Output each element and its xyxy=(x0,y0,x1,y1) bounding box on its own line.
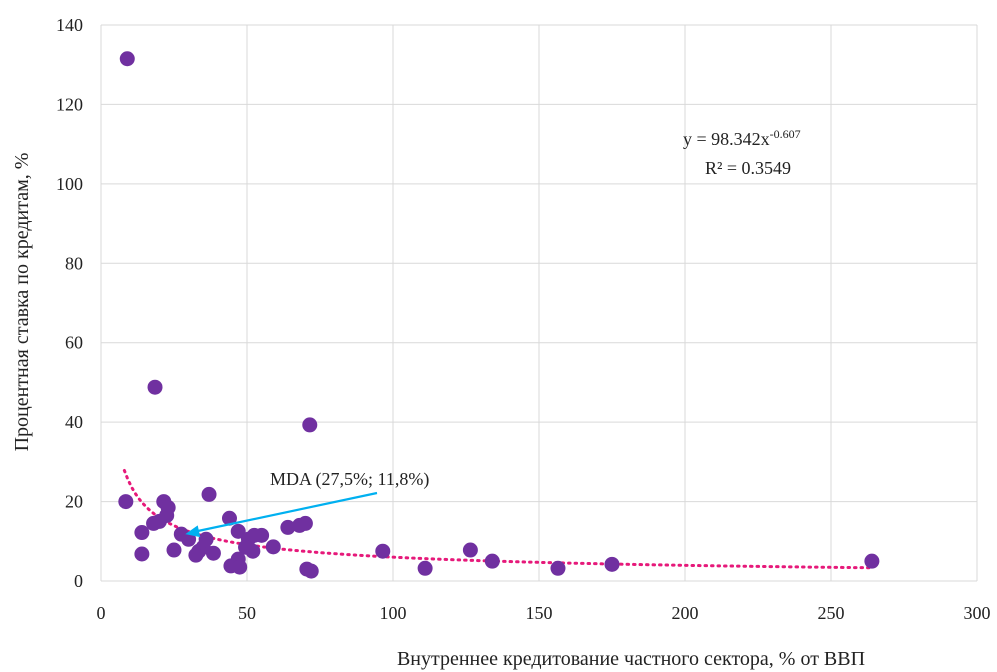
data-point xyxy=(302,417,318,433)
y-tick-label: 120 xyxy=(56,94,83,114)
data-point xyxy=(221,510,237,526)
x-axis-title: Внутреннее кредитование частного сектора… xyxy=(397,648,865,670)
data-point xyxy=(417,560,433,576)
data-point xyxy=(205,545,221,561)
y-tick-label: 0 xyxy=(74,571,83,591)
data-point xyxy=(119,51,135,67)
x-tick-label: 250 xyxy=(818,603,845,623)
data-point xyxy=(462,542,478,558)
y-tick-label: 100 xyxy=(56,174,83,194)
x-tick-label: 300 xyxy=(964,603,991,623)
trend-r-squared: R² = 0.3549 xyxy=(705,158,791,178)
y-axis-ticks: 0 20 40 60 80 100 120 140 xyxy=(56,15,83,591)
data-point xyxy=(864,553,880,569)
x-tick-label: 50 xyxy=(238,603,256,623)
x-tick-label: 0 xyxy=(97,603,106,623)
data-point xyxy=(297,515,313,531)
data-point xyxy=(375,543,391,559)
trend-equation-exponent: -0.607 xyxy=(770,127,801,141)
y-tick-label: 60 xyxy=(65,333,83,353)
data-point xyxy=(232,559,248,575)
x-tick-label: 150 xyxy=(526,603,553,623)
annotation-label: MDA (27,5%; 11,8%) xyxy=(270,469,429,490)
y-tick-label: 40 xyxy=(65,412,83,432)
annotation-arrow-line xyxy=(197,491,378,533)
data-point xyxy=(604,556,620,572)
y-tick-label: 80 xyxy=(65,253,83,273)
data-point xyxy=(550,560,566,576)
x-tick-label: 200 xyxy=(672,603,699,623)
data-point xyxy=(265,539,281,555)
data-point xyxy=(303,563,319,579)
data-point xyxy=(134,525,150,541)
annotation-layer: MDA (27,5%; 11,8%) xyxy=(185,469,429,538)
y-axis-title: Процентная ставка по кредитам, % xyxy=(11,153,33,452)
trend-equation: y = 98.342x-0.607 xyxy=(683,127,801,149)
x-axis-ticks: 0 50 100 150 200 250 300 xyxy=(97,603,991,623)
data-point xyxy=(280,519,296,535)
data-points xyxy=(118,51,880,579)
data-point xyxy=(166,542,182,558)
data-point xyxy=(245,543,261,559)
y-tick-label: 140 xyxy=(56,15,83,35)
data-point xyxy=(188,547,204,563)
data-point xyxy=(254,527,270,543)
y-tick-label: 20 xyxy=(65,492,83,512)
data-point xyxy=(201,486,217,502)
x-tick-label: 100 xyxy=(380,603,407,623)
data-point xyxy=(484,553,500,569)
data-point xyxy=(146,515,162,531)
grid xyxy=(100,24,978,582)
data-point xyxy=(230,523,246,539)
data-point xyxy=(134,546,150,562)
annotation-arrowhead xyxy=(185,525,201,538)
data-point xyxy=(181,531,197,547)
data-point xyxy=(147,379,163,395)
data-point xyxy=(118,494,134,510)
